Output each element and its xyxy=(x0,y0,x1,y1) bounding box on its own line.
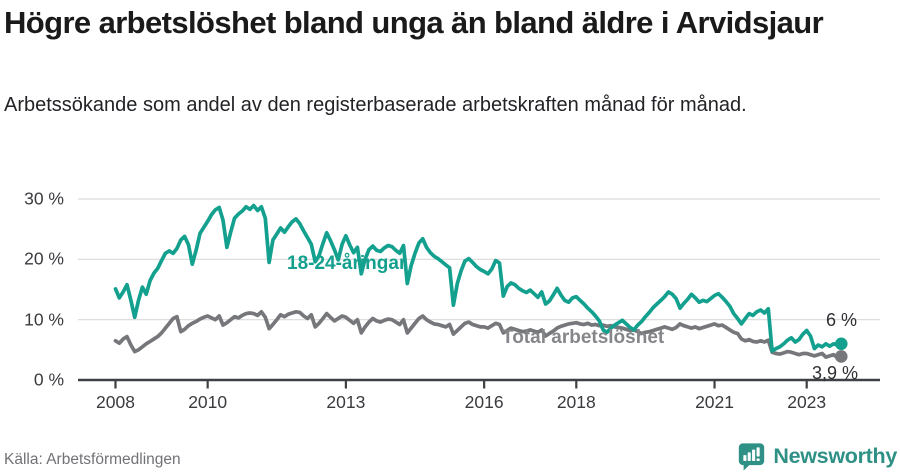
brand-name: Newsworthy xyxy=(773,443,897,468)
y-tick-label: 30 % xyxy=(24,188,64,209)
x-tick-label: 2016 xyxy=(464,392,504,412)
series-line-total-arbetslöshet xyxy=(113,309,844,360)
x-tick-label: 2008 xyxy=(96,392,135,412)
end-value-label-total: 3,9 % xyxy=(812,363,859,383)
series-end-dot-18-24-åringar xyxy=(834,337,848,351)
y-tick-label: 0 % xyxy=(33,369,64,390)
series-line-18-24-åringar xyxy=(113,203,844,353)
source-attribution: Källa: Arbetsförmedlingen xyxy=(4,451,181,468)
x-tick-label: 2013 xyxy=(326,392,366,412)
series-end-dot-total-arbetslöshet xyxy=(834,350,848,363)
series-label-total: Total arbetslöshet xyxy=(502,327,665,348)
chart-subtitle: Arbetssökande som andel av den registerb… xyxy=(4,94,747,116)
x-tick-label: 2018 xyxy=(556,392,596,412)
x-tick-label: 2021 xyxy=(695,392,734,412)
chart-title: Högre arbetslöshet bland unga än bland ä… xyxy=(4,5,824,40)
series-label-18-24: 18-24-åringar xyxy=(287,253,407,274)
x-tick-label: 2023 xyxy=(787,392,827,412)
y-tick-label: 20 % xyxy=(24,248,64,269)
x-tick-label: 2010 xyxy=(188,392,228,412)
brand-logo: Newsworthy xyxy=(737,441,897,471)
end-value-label-18-24: 6 % xyxy=(826,310,858,330)
newsworthy-pin-barchart-icon xyxy=(739,443,765,471)
y-tick-label: 10 % xyxy=(24,309,64,330)
